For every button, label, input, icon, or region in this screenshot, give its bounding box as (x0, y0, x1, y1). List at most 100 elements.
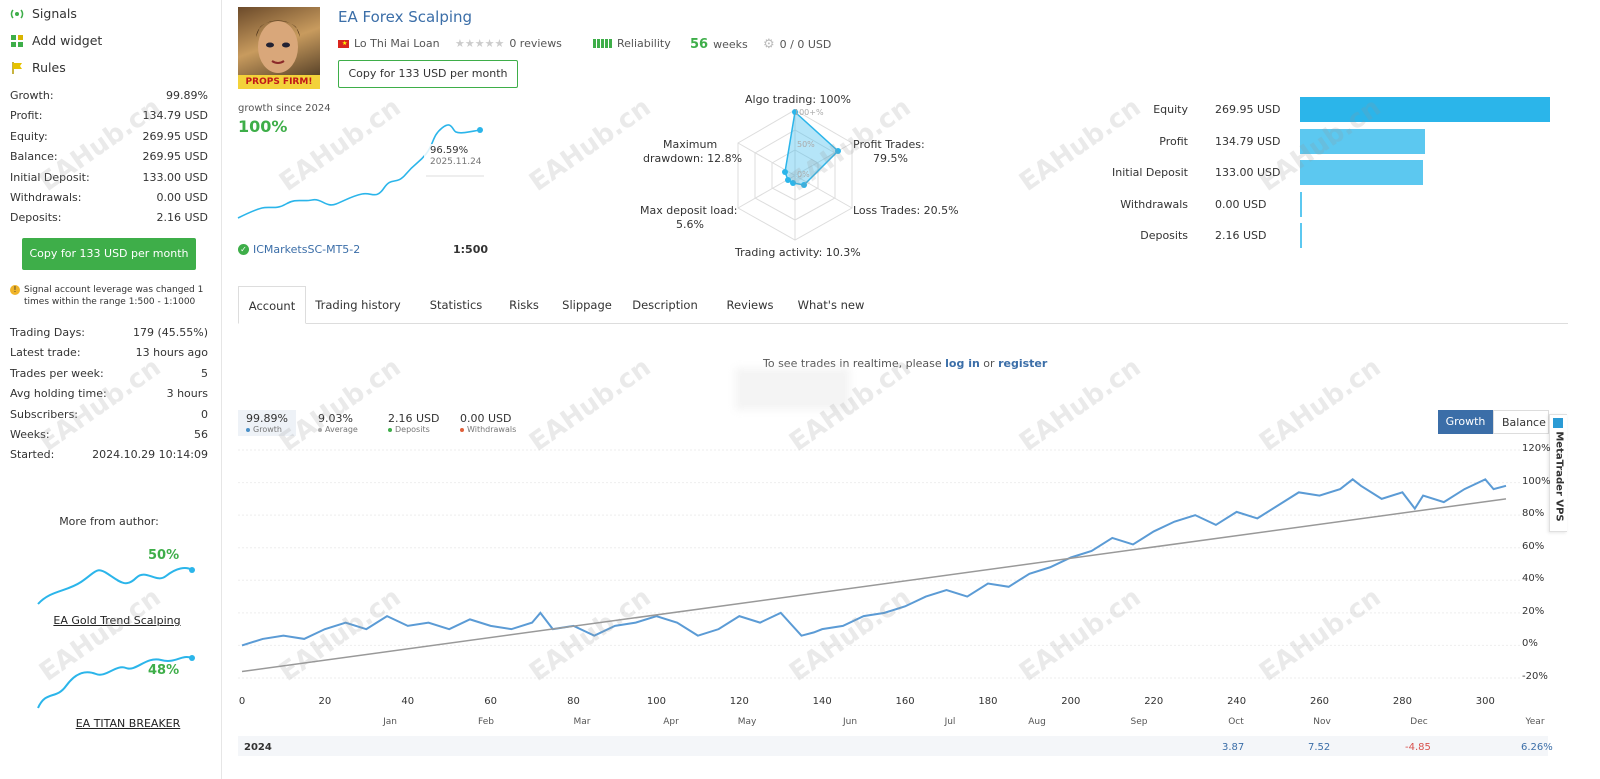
account-stat-value: 2.16 USD (156, 211, 209, 225)
year-row (238, 736, 1548, 756)
trading-stat-value: 3 hours (166, 387, 208, 401)
summary-label: Average (318, 425, 358, 434)
trading-stat-key: Weeks: (10, 428, 50, 441)
mini-growth-chart[interactable] (236, 118, 491, 226)
month-label: Feb (478, 717, 494, 727)
author-name[interactable]: Lo Thi Mai Loan (354, 37, 440, 50)
nav-add-widget[interactable]: Add widget (10, 33, 102, 48)
summary-average[interactable]: 9.03% Average (310, 410, 366, 436)
trading-stat-row: Started: 2024.10.29 10:14:09 (10, 448, 208, 461)
header-copy-button[interactable]: Copy for 133 USD per month (338, 60, 518, 88)
toggle-balance[interactable]: Balance (1493, 410, 1549, 434)
balance-bar (1300, 128, 1425, 154)
flag-icon (12, 61, 22, 74)
server-name: ICMarketsSC-MT5-2 (253, 243, 361, 256)
tab-statistics[interactable]: Statistics (429, 298, 483, 312)
mini-growth-value: 100% (238, 117, 288, 136)
radar-deposit-load-value: 5.6% (676, 218, 704, 231)
trading-stat-row: Latest trade: 13 hours ago (10, 346, 208, 359)
author-signal-1-pct: 50% (148, 548, 180, 563)
growth-series-line (241, 478, 1507, 647)
summary-value: 9.03% (318, 412, 353, 425)
tab-what-s-new[interactable]: What's new (797, 298, 865, 312)
month-label: Nov (1313, 717, 1331, 727)
summary-growth[interactable]: 99.89% Growth (238, 410, 296, 436)
account-stat-key: Withdrawals: (10, 191, 82, 204)
radar-deposit-load: Max deposit load: (640, 204, 738, 217)
radar-algo-trading: Algo trading: 100% (745, 93, 852, 106)
trading-stat-value: 13 hours ago (135, 346, 208, 360)
toggle-growth[interactable]: Growth (1438, 410, 1493, 434)
star-rating-icon: ★★★★★ (455, 37, 505, 50)
reliability-label: Reliability (617, 37, 671, 50)
trading-stat-row: Avg holding time: 3 hours (10, 387, 208, 400)
register-link[interactable]: register (998, 357, 1048, 370)
tab-account[interactable]: Account (238, 286, 306, 324)
author-signal-1-link[interactable]: EA Gold Trend Scalping (53, 614, 181, 627)
mini-tooltip-date: 2025.11.24 (430, 157, 482, 167)
balance-bar-label: Profit (1159, 134, 1188, 148)
author-signal-1-sparkline[interactable] (36, 560, 196, 610)
account-stat-key: Growth: (10, 89, 54, 102)
summary-label: Deposits (388, 425, 440, 434)
balance-bar-value: 133.00 USD (1215, 166, 1281, 179)
y-tick-label: 100% (1522, 475, 1551, 487)
warning-icon: ! (10, 285, 20, 295)
trading-stat-key: Subscribers: (10, 407, 79, 421)
leverage: 1:500 (453, 243, 489, 256)
weeks-label: weeks (713, 38, 748, 51)
month-label: Aug (1028, 717, 1046, 727)
x-tick-label: 180 (978, 696, 998, 707)
login-link[interactable]: log in (945, 357, 980, 370)
balance-bar (1300, 191, 1302, 217)
author-signal-2-sparkline[interactable] (36, 650, 196, 712)
trading-stat-key: Trades per week: (10, 366, 104, 380)
year-label: 2024 (244, 742, 272, 753)
summary-deposits[interactable]: 2.16 USD Deposits (380, 410, 448, 436)
trading-stat-value: 5 (201, 366, 208, 380)
y-tick-label: 120% (1522, 443, 1551, 454)
tab-reviews[interactable]: Reviews (726, 298, 774, 312)
balance-bar-label: Withdrawals (1120, 197, 1188, 211)
tab-description[interactable]: Description (632, 298, 698, 312)
subscribers-value: 0 / 0 USD (779, 38, 832, 51)
radar-grid-50: 50% (797, 140, 815, 149)
balance-bar-value: 2.16 USD (1215, 229, 1267, 242)
y-tick-label: 0% (1522, 638, 1538, 650)
author-signal-2-pct: 48% (148, 663, 180, 678)
vps-side-tab[interactable]: MetaTrader VPS (1549, 414, 1567, 532)
server[interactable]: ✓ ICMarketsSC-MT5-2 (238, 243, 360, 256)
author-signal-2-link[interactable]: EA TITAN BREAKER (75, 717, 181, 730)
weeks-number: 56 (690, 37, 709, 52)
tab-slippage[interactable]: Slippage (562, 298, 612, 312)
legend-dot-icon (246, 427, 250, 432)
signal-icon (10, 9, 24, 18)
x-tick-label: 220 (1144, 696, 1164, 707)
realtime-or: or (983, 357, 995, 370)
vps-icon (1553, 418, 1563, 428)
vps-label: MetaTrader VPS (1553, 431, 1565, 522)
account-stat-value: 133.00 USD (142, 170, 209, 184)
widget-icon (11, 34, 23, 47)
nav-rules[interactable]: Rules (10, 60, 66, 75)
legend-dot-icon (388, 427, 392, 432)
legend-dot-icon (460, 427, 464, 432)
reviews-count: 0 reviews (509, 37, 562, 50)
y-tick-label: 60% (1522, 540, 1545, 552)
month-label: Jul (944, 717, 956, 727)
reliability: Reliability (593, 37, 671, 50)
tab-risks[interactable]: Risks (509, 298, 539, 312)
nav-signals[interactable]: Signals (10, 6, 77, 21)
radar-grid-100: 100+% (794, 108, 824, 117)
tab-trading-history[interactable]: Trading history (315, 298, 401, 312)
balance-bar-label: Equity (1153, 103, 1188, 116)
summary-withdrawals[interactable]: 0.00 USD Withdrawals (452, 410, 524, 436)
signal-title[interactable]: EA Forex Scalping (338, 8, 473, 26)
growth-chart[interactable] (238, 440, 1520, 695)
account-stat-row: Initial Deposit: 133.00 USD (10, 171, 208, 184)
x-tick-label: 160 (895, 696, 915, 707)
account-stat-key: Deposits: (10, 211, 62, 225)
sidebar-copy-button[interactable]: Copy for 133 USD per month (22, 238, 196, 270)
rating[interactable]: ★★★★★ 0 reviews (455, 37, 562, 50)
year-month-value: 3.87 (1222, 742, 1245, 753)
